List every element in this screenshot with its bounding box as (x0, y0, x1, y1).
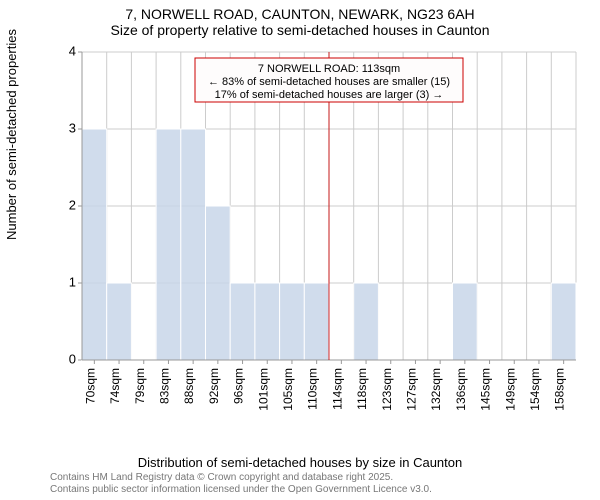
chart-svg: 0123470sqm74sqm79sqm83sqm88sqm92sqm96sqm… (60, 48, 580, 408)
bar (453, 283, 478, 360)
y-tick-label: 2 (69, 197, 76, 212)
x-tick-label: 74sqm (108, 368, 122, 404)
title-line-1: 7, NORWELL ROAD, CAUNTON, NEWARK, NG23 6… (0, 6, 600, 22)
x-tick-label: 88sqm (182, 368, 196, 404)
bar (354, 283, 379, 360)
x-tick-label: 154sqm (528, 368, 542, 411)
annotation-line: 7 NORWELL ROAD: 113sqm (258, 63, 400, 75)
x-tick-label: 132sqm (429, 368, 443, 411)
y-tick-label: 1 (69, 274, 76, 289)
x-tick-label: 105sqm (281, 368, 295, 411)
x-tick-label: 96sqm (232, 368, 246, 404)
x-tick-label: 114sqm (330, 368, 344, 410)
bar (107, 283, 132, 360)
bar (156, 129, 181, 360)
x-tick-label: 149sqm (503, 368, 517, 411)
x-tick-label: 145sqm (479, 368, 493, 411)
y-tick-label: 3 (69, 120, 76, 135)
bar (206, 206, 231, 360)
x-tick-label: 92sqm (207, 368, 221, 404)
bar (82, 129, 107, 360)
attribution-line-1: Contains HM Land Registry data © Crown c… (50, 472, 432, 484)
y-tick-label: 0 (69, 351, 76, 366)
chart-title: 7, NORWELL ROAD, CAUNTON, NEWARK, NG23 6… (0, 6, 600, 38)
x-tick-label: 70sqm (83, 368, 97, 404)
y-axis-label: Number of semi-detached properties (4, 29, 19, 240)
y-tick-label: 4 (69, 43, 76, 58)
bar (304, 283, 329, 360)
bar (280, 283, 305, 360)
x-tick-label: 110sqm (306, 368, 320, 410)
bar (255, 283, 280, 360)
x-tick-label: 136sqm (454, 368, 468, 411)
x-tick-label: 123sqm (380, 368, 394, 411)
x-tick-label: 83sqm (157, 368, 171, 404)
x-tick-label: 127sqm (404, 368, 418, 411)
bar (181, 129, 206, 360)
annotation-line: 17% of semi-detached houses are larger (… (215, 89, 444, 101)
attribution-line-2: Contains public sector information licen… (50, 484, 432, 496)
title-line-2: Size of property relative to semi-detach… (0, 22, 600, 38)
bar (551, 283, 576, 360)
x-tick-label: 158sqm (553, 368, 567, 411)
bar (230, 283, 255, 360)
chart-plot-area: 0123470sqm74sqm79sqm83sqm88sqm92sqm96sqm… (60, 48, 580, 408)
x-tick-label: 118sqm (355, 368, 369, 410)
attribution-text: Contains HM Land Registry data © Crown c… (50, 472, 432, 496)
x-axis-label: Distribution of semi-detached houses by … (0, 455, 600, 470)
x-tick-label: 101sqm (256, 368, 270, 411)
x-tick-label: 79sqm (133, 368, 147, 404)
annotation-line: ← 83% of semi-detached houses are smalle… (208, 76, 450, 88)
